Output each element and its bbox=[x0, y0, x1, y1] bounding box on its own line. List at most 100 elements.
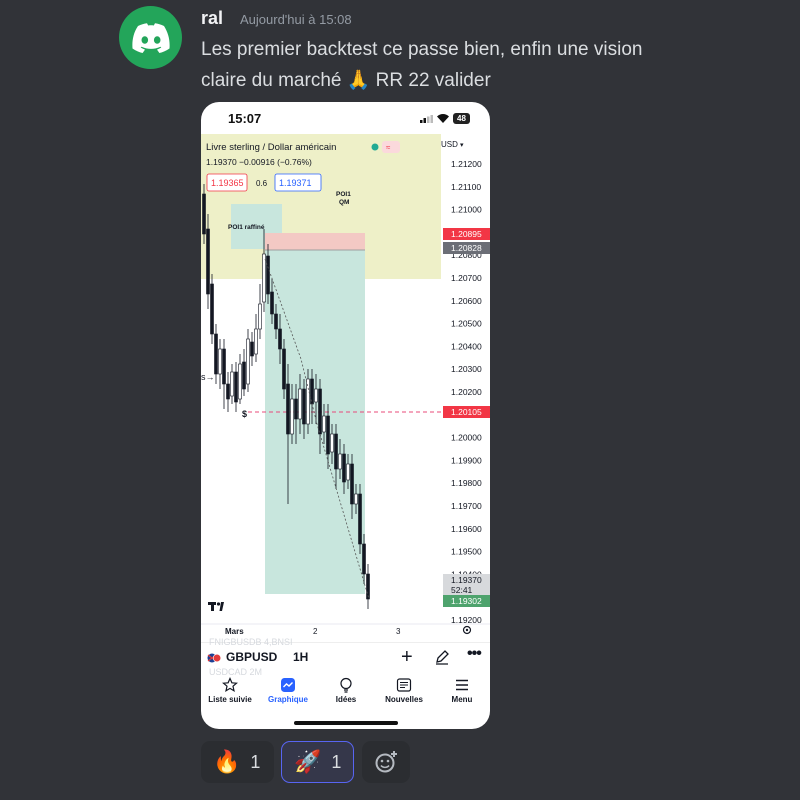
candle-body bbox=[242, 361, 246, 390]
candle-body bbox=[210, 283, 214, 335]
candle-body bbox=[266, 255, 270, 295]
tab-watchlist[interactable]: Liste suivie bbox=[201, 674, 259, 704]
tab-menu[interactable]: Menu bbox=[433, 674, 490, 704]
pen-icon[interactable] bbox=[434, 649, 450, 665]
reaction-rocket[interactable]: 🚀 1 bbox=[281, 741, 354, 783]
tab-label: Liste suivie bbox=[208, 695, 252, 704]
candle-body bbox=[338, 453, 342, 470]
buy-button[interactable] bbox=[274, 173, 322, 192]
add-reaction-button[interactable] bbox=[362, 741, 410, 783]
reaction-count: 1 bbox=[331, 751, 342, 772]
level-badge-text: 1.20105 bbox=[451, 407, 482, 417]
market-open-icon bbox=[371, 143, 379, 151]
candle-body bbox=[270, 291, 274, 315]
bottom-tab-bar: Liste suivie Graphique Idées Nouvelles bbox=[201, 674, 490, 714]
candle-body bbox=[346, 463, 350, 481]
candle-body bbox=[234, 371, 238, 403]
message-line-1: Les premier backtest ce passe bien, enfi… bbox=[201, 39, 643, 60]
lightbulb-icon bbox=[340, 677, 352, 693]
candle-body bbox=[350, 463, 354, 505]
phone-status-bar: 15:07 48 bbox=[201, 102, 490, 134]
price-tick-label: 1.21200 bbox=[451, 159, 482, 169]
time-label-2: 2 bbox=[313, 627, 318, 636]
candle-body bbox=[302, 388, 306, 425]
trajectory-line bbox=[264, 258, 370, 600]
candle-body bbox=[282, 348, 286, 390]
candle-body bbox=[246, 338, 250, 385]
menu-icon bbox=[456, 679, 468, 691]
add-icon[interactable]: + bbox=[401, 646, 413, 668]
candle-body bbox=[226, 383, 230, 400]
wifi-icon bbox=[437, 114, 449, 123]
price-tick-label: 1.20700 bbox=[451, 273, 482, 283]
candle-body bbox=[222, 348, 226, 385]
price-tick-label: 1.19200 bbox=[451, 615, 482, 625]
user-avatar[interactable] bbox=[119, 6, 182, 69]
ghost-row-below: USDCAD 2M bbox=[209, 667, 263, 677]
status-time: 15:07 bbox=[228, 111, 262, 126]
interval-selector[interactable]: 1H bbox=[293, 650, 309, 664]
candle-body bbox=[354, 493, 358, 505]
symbol-selector[interactable]: GBPUSD bbox=[226, 650, 278, 664]
tab-chart[interactable]: Graphique bbox=[259, 674, 317, 704]
wave-icon: ≈ bbox=[386, 143, 391, 152]
entry-badge-text: 1.20828 bbox=[451, 243, 482, 253]
price-tick-label: 1.19500 bbox=[451, 547, 482, 557]
candle-body bbox=[298, 388, 302, 420]
candle-body bbox=[218, 348, 222, 375]
chevron-down-icon: ▾ bbox=[460, 142, 464, 149]
message-text: Les premier backtest ce passe bien, enfi… bbox=[201, 34, 721, 96]
entry-badge bbox=[443, 242, 490, 254]
battery-icon: 48 bbox=[453, 113, 470, 124]
tab-ideas[interactable]: Idées bbox=[317, 674, 375, 704]
candle-body bbox=[314, 388, 318, 403]
sell-button[interactable] bbox=[206, 173, 248, 192]
tab-label: Graphique bbox=[267, 695, 308, 704]
price-tick-label: 1.20800 bbox=[451, 250, 482, 260]
price-tick-label: 1.19900 bbox=[451, 455, 482, 465]
poi-refined-label: POI1 raffiné bbox=[228, 224, 265, 231]
target-badge bbox=[443, 595, 490, 607]
tab-news[interactable]: Nouvelles bbox=[375, 674, 433, 704]
stop-badge bbox=[443, 228, 490, 240]
rocket-icon: 🚀 bbox=[294, 749, 322, 774]
fire-icon: 🔥 bbox=[213, 749, 241, 774]
image-attachment[interactable]: 15:07 48 1.21200 1.21100 1.21000 1.20800 1.2… bbox=[201, 102, 490, 729]
settings-gear-icon[interactable] bbox=[462, 625, 472, 635]
candle-body bbox=[326, 415, 330, 455]
candle-body bbox=[290, 398, 294, 435]
candle-body bbox=[330, 433, 334, 453]
price-tick-label: 1.20600 bbox=[451, 296, 482, 306]
message-line-2: claire du marché 🙏 RR 22 valider bbox=[201, 70, 491, 91]
stop-zone bbox=[265, 233, 365, 250]
price-tick-label: 1.21100 bbox=[451, 182, 481, 192]
candle-body bbox=[230, 371, 234, 397]
price-chart[interactable]: 1.21200 1.21100 1.21000 1.20800 1.20700 1.206… bbox=[201, 134, 490, 642]
news-icon bbox=[396, 678, 412, 692]
candle-body bbox=[362, 543, 366, 575]
username[interactable]: ral bbox=[201, 8, 224, 28]
candle-body bbox=[322, 415, 326, 433]
chart-toolbar: FNIGBUSDB 4,BNSI GBPUSD 1H USDCAD 2M + •… bbox=[201, 637, 490, 677]
candle-body bbox=[318, 388, 322, 435]
spread-value: 0.6 bbox=[256, 179, 268, 188]
candle-body bbox=[306, 378, 310, 425]
target-badge-text: 1.19302 bbox=[451, 596, 482, 606]
current-price-text: 1.19370 bbox=[451, 575, 482, 585]
candle-body bbox=[334, 433, 338, 470]
buy-price: 1.19371 bbox=[279, 178, 312, 188]
home-indicator bbox=[294, 721, 398, 725]
tab-label: Idées bbox=[335, 695, 357, 704]
signal-icon bbox=[420, 115, 433, 123]
chart-icon bbox=[281, 678, 295, 692]
candle-body bbox=[254, 328, 258, 355]
price-tick-label: 1.20400 bbox=[451, 341, 482, 351]
candle-body bbox=[286, 383, 290, 435]
arrow-marker: s→ bbox=[201, 372, 215, 382]
candle-body bbox=[262, 253, 266, 303]
price-tick-label: 1.19700 bbox=[451, 501, 482, 511]
more-icon[interactable]: ••• bbox=[467, 645, 482, 662]
currency-selector[interactable]: USD bbox=[441, 140, 458, 149]
reaction-fire[interactable]: 🔥 1 bbox=[201, 741, 274, 783]
tradingview-logo bbox=[208, 602, 224, 611]
